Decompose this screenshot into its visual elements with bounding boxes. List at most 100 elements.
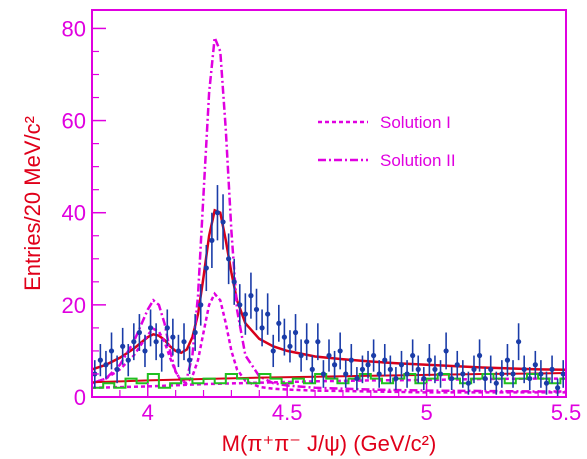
data-point xyxy=(170,334,176,340)
y-tick-label: 60 xyxy=(62,109,86,134)
data-point xyxy=(365,362,371,368)
data-point xyxy=(493,380,499,386)
data-point xyxy=(437,371,444,377)
data-point xyxy=(97,357,103,363)
plot-frame xyxy=(91,9,567,398)
series-line-0 xyxy=(92,208,566,372)
data-point xyxy=(359,366,366,372)
data-point xyxy=(488,366,494,372)
data-point xyxy=(292,329,299,336)
data-point xyxy=(326,352,332,359)
y-tick-label: 20 xyxy=(62,293,86,318)
series-line-4 xyxy=(92,372,566,384)
data-point xyxy=(382,357,388,363)
data-point xyxy=(471,366,477,372)
x-tick-label: 5 xyxy=(420,400,432,425)
series-line-5 xyxy=(92,373,566,389)
y-tick-label: 40 xyxy=(62,201,86,226)
data-point xyxy=(337,348,343,354)
data-point xyxy=(147,325,154,331)
data-point xyxy=(376,371,382,377)
data-point xyxy=(426,357,432,363)
x-tick-label: 4.5 xyxy=(272,400,303,425)
data-point xyxy=(510,371,516,377)
data-point xyxy=(543,380,550,386)
data-point xyxy=(237,302,243,308)
data-point xyxy=(259,325,265,331)
data-point xyxy=(482,375,488,382)
data-point xyxy=(203,265,209,271)
data-point xyxy=(242,311,248,317)
data-point xyxy=(532,362,538,368)
data-point xyxy=(309,366,315,372)
data-point xyxy=(125,357,131,363)
data-point xyxy=(181,339,187,345)
data-point xyxy=(114,366,120,372)
data-point xyxy=(270,348,276,354)
y-axis-label: Entries/20 MeV/c² xyxy=(20,116,45,291)
data-point xyxy=(220,219,226,225)
series-line-solution-i xyxy=(92,291,566,394)
data-point xyxy=(136,329,142,336)
x-axis-label: M(π⁺π⁻ J/ψ) (GeV/c²) xyxy=(222,431,437,456)
data-point xyxy=(460,371,466,377)
data-point xyxy=(398,362,405,368)
data-point xyxy=(253,306,260,313)
data-point xyxy=(371,352,377,359)
data-point xyxy=(348,357,354,363)
data-point xyxy=(560,371,566,377)
y-tick-label: 0 xyxy=(74,385,86,410)
data-point xyxy=(449,375,455,382)
data-point xyxy=(343,371,349,377)
data-point xyxy=(504,357,511,363)
data-point xyxy=(549,366,555,372)
data-point xyxy=(476,352,483,359)
data-point xyxy=(108,348,115,354)
data-point xyxy=(465,380,472,386)
data-point xyxy=(287,343,293,349)
data-point xyxy=(443,348,449,354)
data-point xyxy=(103,362,109,368)
series-line-solution-ii xyxy=(92,37,566,393)
data-point xyxy=(281,334,287,340)
data-point xyxy=(226,256,232,262)
data-point xyxy=(499,371,505,377)
data-point xyxy=(304,339,310,345)
data-point xyxy=(521,366,527,372)
data-point xyxy=(214,210,221,216)
data-point xyxy=(164,325,170,331)
data-point xyxy=(131,339,137,345)
data-point xyxy=(387,366,393,372)
x-tick-label: 5.5 xyxy=(551,400,582,425)
data-point xyxy=(432,366,438,372)
data-point xyxy=(186,357,193,363)
data-point xyxy=(315,339,321,345)
data-point xyxy=(393,375,399,382)
data-point xyxy=(142,348,148,354)
x-tick-label: 4 xyxy=(142,400,154,425)
ticks-layer: 4 4.5 5 5.5 0 20 40 60 80 xyxy=(62,16,582,425)
curves-layer xyxy=(92,37,566,394)
data-point xyxy=(175,348,182,354)
legend-label: Solution I xyxy=(380,113,451,132)
data-point xyxy=(421,375,427,382)
data-point xyxy=(331,362,338,368)
data-points-layer xyxy=(92,185,566,397)
data-point xyxy=(159,352,165,359)
data-point xyxy=(265,311,271,317)
data-point xyxy=(209,237,215,243)
data-point xyxy=(276,320,282,326)
data-point xyxy=(555,385,561,391)
data-point xyxy=(454,362,460,368)
data-point xyxy=(320,371,327,377)
data-point xyxy=(516,339,522,345)
y-tick-label: 80 xyxy=(62,16,86,41)
data-point xyxy=(231,279,237,285)
data-point xyxy=(248,293,254,299)
legend-label: Solution II xyxy=(380,151,456,170)
data-point xyxy=(354,375,360,382)
data-point xyxy=(198,302,204,308)
data-point xyxy=(192,329,198,336)
